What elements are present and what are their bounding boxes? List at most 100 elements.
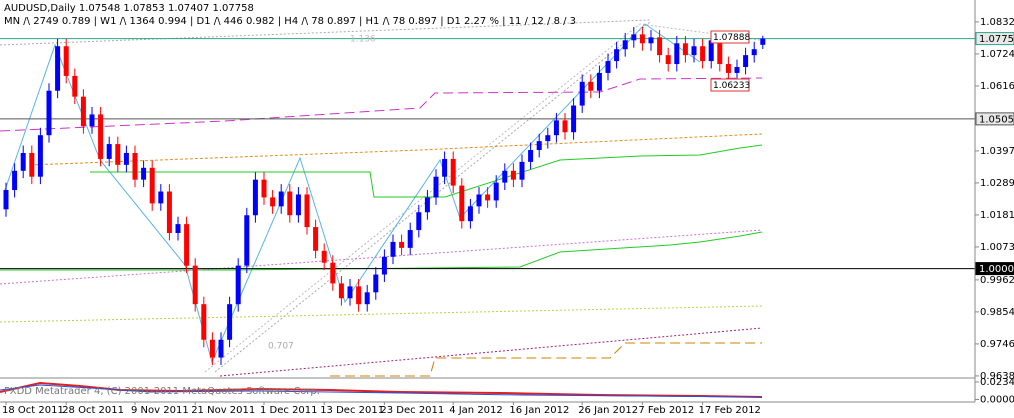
price-label-box — [975, 112, 1014, 126]
candle-body — [115, 144, 121, 165]
annotation: 1.136 — [350, 35, 376, 45]
candle-body — [648, 37, 654, 44]
price-label-box — [975, 262, 1014, 276]
candle-body — [321, 250, 327, 263]
candle-body — [295, 194, 301, 216]
candle-body — [55, 46, 61, 91]
candle-body — [734, 67, 740, 73]
candle-body — [450, 158, 456, 186]
candle-body — [313, 227, 319, 251]
candle-body — [330, 262, 336, 284]
x-tick-label: 18 Oct 2011 — [2, 405, 64, 416]
candle-body — [235, 265, 241, 305]
y-tick-label: 1.01810 — [980, 210, 1014, 221]
candle-body — [502, 170, 508, 183]
x-tick-label: 9 Nov 2011 — [131, 405, 189, 416]
candle-body — [639, 34, 645, 44]
candle-body — [373, 274, 379, 293]
candle-body — [485, 194, 491, 201]
x-tick-label: 7 Feb 2012 — [638, 405, 694, 416]
candle-body — [304, 194, 310, 228]
candle-body — [476, 194, 482, 207]
candle-body — [519, 161, 525, 180]
candle-body — [433, 176, 439, 198]
x-tick-label: 13 Dec 2011 — [320, 405, 384, 416]
candle-body — [493, 182, 499, 201]
price-label: 1.07758 — [979, 34, 1014, 45]
candle-body — [536, 141, 542, 151]
candle-body — [270, 197, 276, 207]
price-label-box — [975, 32, 1014, 46]
candle-body — [614, 49, 620, 62]
candle-body — [218, 339, 224, 358]
candle-body — [347, 286, 353, 299]
candle-body — [201, 304, 207, 340]
candle-body — [545, 135, 551, 142]
candle-body — [674, 43, 680, 65]
annotation: 1.06233 — [713, 81, 750, 91]
candle-body — [760, 38, 766, 45]
candle-body — [725, 64, 731, 73]
candle-body — [227, 304, 233, 340]
y-tick-label: 1.08320 — [980, 17, 1014, 28]
indicator-tick-label: 0.0000 — [980, 395, 1014, 406]
candle-body — [72, 75, 78, 97]
candle-body — [682, 43, 688, 56]
x-tick-label: 23 Dec 2011 — [380, 405, 444, 416]
candle-body — [510, 170, 516, 180]
candle-body — [209, 339, 215, 358]
candle-body — [356, 286, 362, 305]
candle-body — [381, 256, 387, 275]
candle-body — [252, 179, 258, 216]
candle-body — [657, 37, 663, 56]
candle-body — [416, 212, 422, 231]
candle-body — [261, 179, 267, 198]
candle-body — [743, 55, 749, 68]
dashed-level — [330, 342, 762, 377]
candle-body — [528, 150, 534, 162]
plot — [0, 26, 975, 365]
envelope-line — [0, 231, 763, 271]
candle-body — [132, 152, 138, 180]
candle-body — [184, 224, 190, 266]
copyright: FXDD Metatrader 4, (C) 2001-2011 MetaQuo… — [4, 386, 320, 397]
price-label: 1.05050 — [979, 114, 1014, 125]
candle-body — [459, 185, 465, 222]
candle-body — [596, 72, 602, 91]
candle-body — [37, 135, 43, 177]
candle-body — [141, 167, 147, 180]
dotted-level — [0, 305, 763, 323]
candle-body — [364, 292, 370, 305]
candle-body — [98, 114, 104, 159]
dashed-level — [29, 133, 763, 166]
candle-body — [399, 241, 405, 248]
annotation-box — [710, 30, 750, 44]
y-tick-label: 1.03970 — [980, 146, 1014, 157]
indicator-line — [0, 381, 763, 398]
candle-body — [751, 49, 757, 56]
candle-body — [665, 55, 671, 65]
y-tick-label: 1.06160 — [980, 81, 1014, 92]
candle-body — [338, 283, 344, 299]
candle-body — [287, 191, 293, 216]
candle-body — [442, 158, 448, 177]
candle-body — [622, 40, 628, 50]
candle-body — [149, 167, 155, 204]
y-tick-label: 0.96380 — [980, 371, 1014, 382]
candle-body — [717, 40, 723, 65]
indicator-tick-label: 0.0234 — [980, 377, 1014, 388]
candle-body — [605, 61, 611, 73]
candle-body — [467, 206, 473, 222]
candle-body — [166, 191, 172, 234]
indicator-line — [0, 384, 763, 398]
envelope-line — [90, 144, 763, 198]
x-tick-label: 21 Nov 2011 — [191, 405, 255, 416]
candle-body — [708, 40, 714, 62]
candle-body — [244, 215, 250, 266]
candle-body — [158, 191, 164, 204]
candle-body — [123, 152, 129, 165]
candle-body — [562, 120, 568, 133]
